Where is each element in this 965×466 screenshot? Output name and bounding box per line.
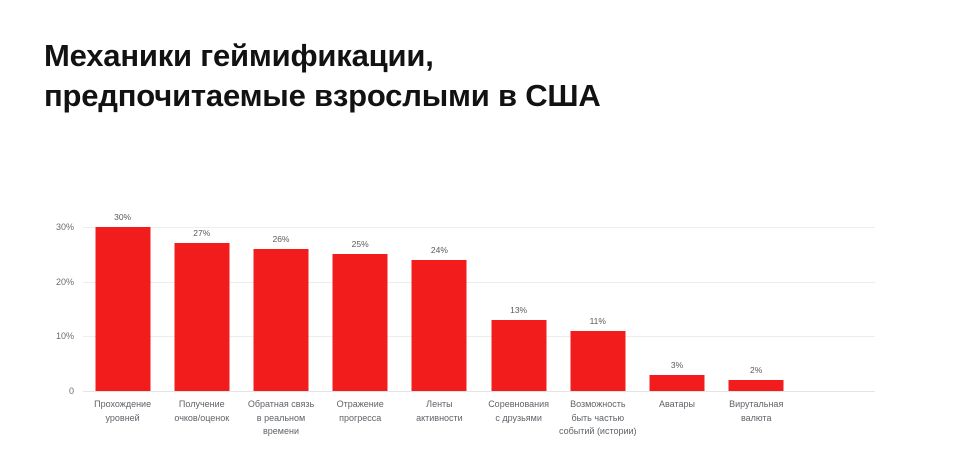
gridline-10	[83, 336, 875, 338]
plot-area	[83, 227, 875, 392]
y-tick-label-30: 30%	[55, 222, 74, 232]
bar-slot-6: 13%	[479, 140, 558, 391]
bar-5[interactable]	[411, 259, 467, 391]
bar-value-9: 2%	[750, 365, 763, 376]
bar-slot-1: 30%	[83, 140, 162, 391]
bar-8[interactable]	[649, 374, 705, 391]
bar-slot-4: 25%	[321, 140, 400, 391]
category-label-2: Получение очков/оценок	[174, 399, 230, 423]
bar-value-7: 11%	[589, 315, 606, 326]
bar-slot-8: 3%	[637, 140, 716, 391]
y-tick-label-10: 10%	[55, 331, 74, 342]
category-label-8: Аватары	[659, 399, 695, 409]
category-label-6: Соревнования с друзьями	[488, 399, 550, 423]
category-label-3: Обратная связь в реальном времени	[247, 399, 315, 436]
category-label-7: Возможность быть частью событий (истории…	[559, 399, 637, 436]
bar-9[interactable]	[728, 380, 784, 391]
bar-4[interactable]	[332, 254, 388, 391]
bar-7[interactable]	[570, 330, 626, 391]
bar-1[interactable]	[95, 227, 151, 391]
y-tick-label-20: 20%	[55, 276, 74, 287]
x-axis-categories: Прохождение уровней Получение очков/оцен…	[83, 398, 875, 458]
category-label-1: Прохождение уровней	[94, 399, 152, 423]
bar-slot-5: 24%	[400, 140, 479, 391]
category-label-4: Отражение прогресса	[336, 399, 384, 423]
gridline-0	[83, 391, 875, 392]
page-title: Механики геймификации, предпочитаемые вз…	[44, 38, 601, 113]
bar-slot-7: 11%	[558, 140, 637, 391]
bar-slot-2: 27%	[162, 140, 241, 391]
bar-value-4: 25%	[351, 239, 369, 250]
bar-value-1: 30%	[114, 212, 132, 222]
bar-value-2: 27%	[193, 228, 211, 239]
category-label-9: Вирутальная валюта	[729, 399, 784, 423]
bar-value-6: 13%	[510, 304, 528, 315]
category-label-5: Ленты активности	[416, 399, 463, 423]
bar-3[interactable]	[253, 248, 309, 391]
bar-6[interactable]	[491, 319, 547, 391]
bar-2[interactable]	[174, 243, 230, 391]
bar-slot-3: 26%	[241, 140, 320, 391]
bar-value-8: 3%	[670, 359, 684, 370]
y-tick-label-0: 0	[68, 386, 74, 396]
bar-value-5: 24%	[430, 244, 448, 255]
gridline-30	[83, 227, 875, 228]
bar-series: 30% 27% 26% 25% 24% 13%	[83, 140, 875, 391]
bar-slot-9: 2%	[717, 140, 796, 391]
gridline-20	[83, 281, 875, 283]
bar-value-3: 26%	[272, 233, 290, 244]
